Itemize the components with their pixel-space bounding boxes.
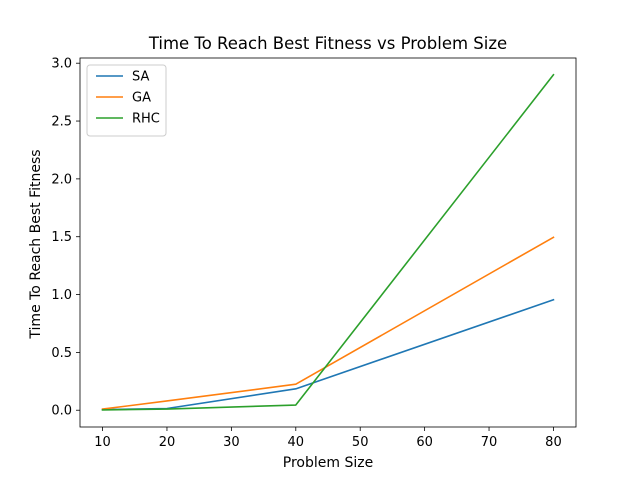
legend: SA GA RHC	[86, 64, 167, 137]
plot-area: 10 20 30 40 50 60 70 80 0.0 0.5 1.0 1.5 2.0 2.5 3.0	[51, 57, 577, 450]
y-tick-label: 0.0	[51, 404, 72, 419]
legend-label-sa: SA	[132, 70, 149, 85]
x-tick-label: 80	[545, 435, 562, 450]
x-tick-label: 20	[159, 435, 176, 450]
axes-frame	[79, 57, 577, 428]
y-tick-label: 1.0	[51, 288, 72, 303]
x-tick-label: 40	[288, 435, 305, 450]
x-tick-label: 10	[94, 435, 111, 450]
x-axis-label: Problem Size	[283, 455, 373, 471]
x-tick-label: 60	[416, 435, 433, 450]
y-axis-label: Time To Reach Best Fitness	[28, 149, 44, 339]
series-line-ga	[101, 236, 555, 410]
x-tick-label: 70	[481, 435, 498, 450]
legend-label-ga: GA	[132, 91, 151, 106]
y-tick-label: 2.5	[51, 115, 72, 130]
legend-label-rhc: RHC	[132, 112, 160, 127]
y-tick-label: 3.0	[51, 57, 72, 72]
y-tick-label: 0.5	[51, 346, 72, 361]
y-tick-label: 2.0	[51, 172, 72, 187]
x-tick-label: 50	[352, 435, 369, 450]
series-line-rhc	[101, 73, 555, 411]
x-tick-label: 30	[223, 435, 240, 450]
chart-title: Time To Reach Best Fitness vs Problem Si…	[148, 34, 507, 53]
y-tick-label: 1.5	[51, 230, 72, 245]
